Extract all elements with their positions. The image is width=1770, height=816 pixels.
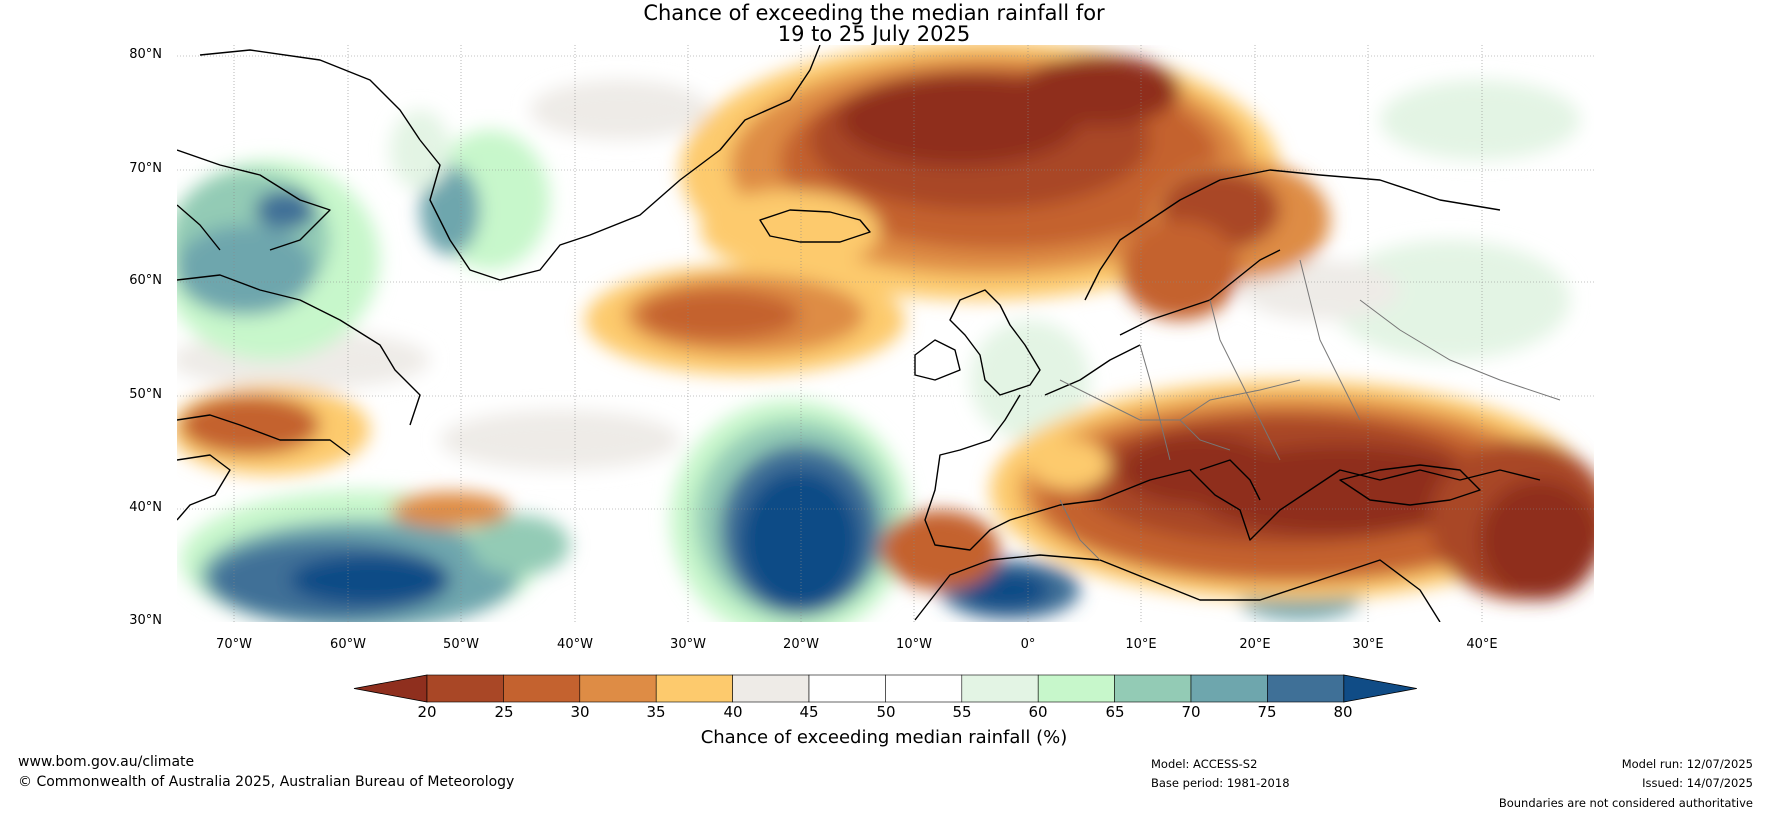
colorbar-segment	[579, 674, 657, 703]
colorbar-segment	[885, 674, 963, 703]
issued-text: Issued: 14/07/2025	[1642, 776, 1753, 790]
colorbar-extend-high	[1343, 674, 1417, 703]
lon-label-10w: 10°W	[896, 637, 932, 652]
model-run-text: Model run: 12/07/2025	[1621, 757, 1753, 771]
lon-label-20e: 20°E	[1239, 637, 1271, 652]
colorbar-segment	[808, 674, 886, 703]
lat-label-50n: 50°N	[129, 387, 162, 402]
colorbar-segment	[1114, 674, 1192, 703]
lon-label-70w: 70°W	[216, 637, 252, 652]
coastlines	[177, 45, 1541, 622]
lon-label-40w: 40°W	[557, 637, 593, 652]
lon-label-60w: 60°W	[330, 637, 366, 652]
lat-label-30n: 30°N	[129, 613, 162, 628]
lat-label-40n: 40°N	[129, 500, 162, 515]
base-period-text: Base period: 1981-2018	[1151, 776, 1290, 790]
graticule	[177, 45, 1594, 622]
lon-label-30e: 30°E	[1352, 637, 1384, 652]
lat-label-70n: 70°N	[129, 161, 162, 176]
lon-label-10e: 10°E	[1125, 637, 1157, 652]
colorbar-tick-50: 50	[876, 703, 896, 721]
rainfall-anomaly-field	[177, 45, 1594, 622]
copyright-text: © Commonwealth of Australia 2025, Austra…	[18, 774, 515, 790]
colorbar-tick-80: 80	[1333, 703, 1353, 721]
colorbar-tick-70: 70	[1181, 703, 1201, 721]
map-title-line2: 19 to 25 July 2025	[777, 22, 971, 46]
disclaimer-text: Boundaries are not considered authoritat…	[1498, 796, 1753, 810]
colorbar-label: Chance of exceeding median rainfall (%)	[700, 727, 1068, 748]
borders	[1059, 259, 1561, 561]
colorbar-segment	[1190, 674, 1268, 703]
lon-label-50w: 50°W	[443, 637, 479, 652]
colorbar-segment	[961, 674, 1039, 703]
colorbar-tick-65: 65	[1105, 703, 1125, 721]
lon-label-20w: 20°W	[783, 637, 819, 652]
colorbar-tick-20: 20	[417, 703, 437, 721]
colorbar-extend-low	[353, 674, 428, 703]
website-link[interactable]: www.bom.gov.au/climate	[18, 754, 195, 770]
colorbar-tick-60: 60	[1028, 703, 1048, 721]
lat-label-80n: 80°N	[129, 47, 162, 62]
colorbar-segment	[1037, 674, 1115, 703]
lon-label-0: 0°	[1020, 637, 1036, 652]
colorbar-segment	[655, 674, 733, 703]
colorbar-tick-55: 55	[952, 703, 972, 721]
colorbar-segment	[426, 674, 504, 703]
colorbar-segment	[503, 674, 581, 703]
colorbar-tick-40: 40	[723, 703, 743, 721]
colorbar-tick-75: 75	[1257, 703, 1277, 721]
map-title-line1: Chance of exceeding the median rainfall …	[643, 1, 1105, 25]
lon-label-30w: 30°W	[670, 637, 706, 652]
colorbar-tick-45: 45	[799, 703, 819, 721]
lon-label-40e: 40°E	[1466, 637, 1498, 652]
lat-label-60n: 60°N	[129, 273, 162, 288]
colorbar-tick-25: 25	[494, 703, 514, 721]
colorbar-segment	[1267, 674, 1345, 703]
colorbar-tick-35: 35	[646, 703, 666, 721]
model-text: Model: ACCESS-S2	[1151, 757, 1258, 771]
colorbar-segment	[732, 674, 810, 703]
colorbar-tick-30: 30	[570, 703, 590, 721]
colorbar	[353, 674, 1417, 703]
